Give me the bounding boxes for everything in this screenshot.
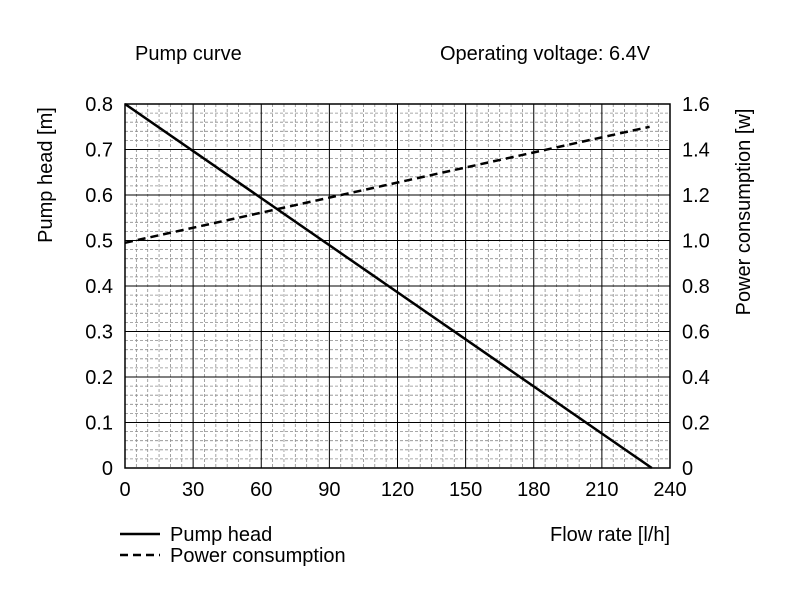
y-tick-label-left: 0.4 [85,276,113,298]
pump-head-series-line [124,102,653,470]
plot-frame [124,103,671,469]
y-tick-label-right: 1.0 [682,231,710,253]
y-tick-label-left: 0.1 [85,413,113,435]
x-tick-label: 210 [585,479,618,501]
legend-label-power-consumption: Power consumption [170,545,346,567]
y-tick-label-left: 0.7 [85,140,113,162]
power-consumption-series-line [124,125,650,245]
y-axis-label-left: Pump head [m] [35,107,57,243]
chart-title: Pump curve [135,43,242,65]
y-tick-label-right: 0.6 [682,322,710,344]
y-tick-label-right: 0 [682,458,693,480]
y-tick-label-left: 0.8 [85,94,113,116]
x-axis-label: Flow rate [l/h] [550,524,670,546]
x-tick-label: 240 [653,479,686,501]
y-tick-label-left: 0 [102,458,113,480]
x-tick-label: 30 [182,479,204,501]
y-tick-label-right: 0.8 [682,276,710,298]
y-tick-label-left: 0.5 [85,231,113,253]
y-tick-label-left: 0.2 [85,367,113,389]
x-tick-label: 0 [119,479,130,501]
x-tick-label: 150 [449,479,482,501]
y-axis-label-right: Power consumption [w] [733,109,755,316]
x-tick-label: 90 [318,479,340,501]
y-tick-label-right: 1.6 [682,94,710,116]
major-grid [125,104,670,468]
y-tick-label-right: 0.2 [682,413,710,435]
x-tick-label: 60 [250,479,272,501]
x-tick-label: 120 [381,479,414,501]
legend-label-pump-head: Pump head [170,524,272,546]
y-tick-label-left: 0.3 [85,322,113,344]
tick-labels: 0 30 60 90 120 150 180 210 24000.10.20.30.40.50.… [85,94,710,501]
y-tick-label-right: 1.4 [682,140,710,162]
x-tick-label: 180 [517,479,550,501]
y-tick-label-right: 1.2 [682,185,710,207]
series-layer [124,102,653,470]
y-tick-label-right: 0.4 [682,367,710,389]
legend: Pump head Power consumption [120,524,346,567]
y-tick-label-left: 0.6 [85,185,113,207]
chart-subtitle: Operating voltage: 6.4V [440,43,651,65]
